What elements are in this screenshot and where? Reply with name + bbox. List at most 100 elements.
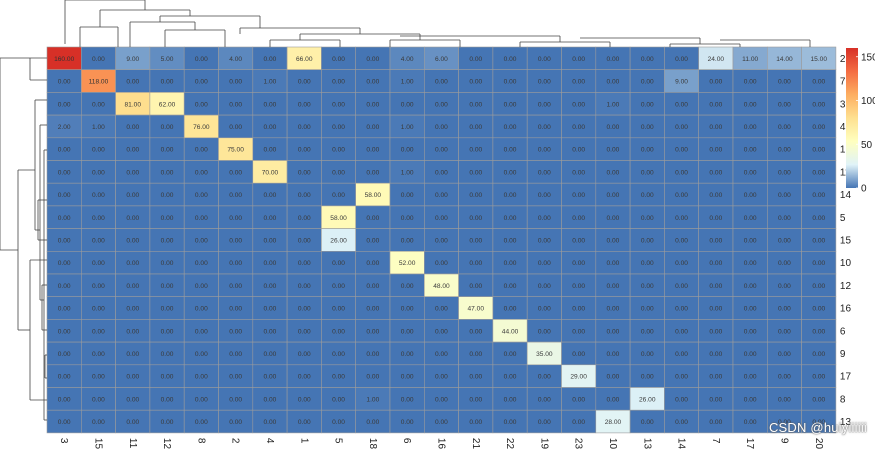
cell-value-label: 1.00 xyxy=(366,396,379,403)
cell-value-label: 0.00 xyxy=(195,396,208,403)
cell-value-label: 0.00 xyxy=(744,374,757,381)
cell-value-label: 1.00 xyxy=(401,124,414,131)
cell-value-label: 0.00 xyxy=(161,169,174,176)
cell-value-label: 0.00 xyxy=(161,79,174,86)
cell-value-label: 0.00 xyxy=(572,101,585,108)
row-label: 11 xyxy=(840,167,851,178)
cell-value-label: 0.00 xyxy=(538,374,551,381)
cell-value-label: 0.00 xyxy=(607,328,620,335)
cell-value-label: 0.00 xyxy=(126,237,139,244)
cell-value-label: 0.00 xyxy=(538,79,551,86)
cell-value-label: 0.00 xyxy=(58,396,71,403)
cell-value-label: 0.00 xyxy=(92,101,105,108)
cell-value-label: 0.00 xyxy=(58,419,71,426)
cell-value-label: 0.00 xyxy=(435,328,448,335)
cell-value-label: 0.00 xyxy=(92,169,105,176)
cell-value-label: 0.00 xyxy=(92,192,105,199)
cell-value-label: 0.00 xyxy=(504,124,517,131)
cell-value-label: 0.00 xyxy=(58,283,71,290)
cell-value-label: 0.00 xyxy=(675,237,688,244)
cell-value-label: 0.00 xyxy=(607,283,620,290)
cell-value-label: 0.00 xyxy=(675,215,688,222)
cell-value-label: 0.00 xyxy=(195,101,208,108)
cell-value-label: 0.00 xyxy=(332,101,345,108)
cell-value-label: 0.00 xyxy=(298,328,311,335)
cell-value-label: 0.00 xyxy=(538,237,551,244)
cell-value-label: 0.00 xyxy=(195,147,208,154)
cell-value-label: 0.00 xyxy=(92,306,105,313)
cell-value-label: 0.00 xyxy=(675,306,688,313)
cell-value-label: 0.00 xyxy=(709,396,722,403)
column-label: 21 xyxy=(470,438,481,449)
cell-value-label: 0.00 xyxy=(161,306,174,313)
cell-value-label: 0.00 xyxy=(366,306,379,313)
cell-value-label: 0.00 xyxy=(126,396,139,403)
cell-value-label: 0.00 xyxy=(401,283,414,290)
cell-value-label: 0.00 xyxy=(675,419,688,426)
cell-value-label: 0.00 xyxy=(812,419,825,426)
cell-value-label: 0.00 xyxy=(572,79,585,86)
cell-value-label: 0.00 xyxy=(298,237,311,244)
cell-value-label: 0.00 xyxy=(778,169,791,176)
cell-value-label: 0.00 xyxy=(675,147,688,154)
cell-value-label: 0.00 xyxy=(161,260,174,267)
cell-value-label: 0.00 xyxy=(366,169,379,176)
row-label: 4 xyxy=(840,122,846,133)
cell-value-label: 0.00 xyxy=(504,396,517,403)
cell-value-label: 0.00 xyxy=(538,260,551,267)
cell-value-label: 0.00 xyxy=(744,328,757,335)
cell-value-label: 0.00 xyxy=(401,374,414,381)
cell-value-label: 0.00 xyxy=(607,147,620,154)
cell-value-label: 0.00 xyxy=(58,237,71,244)
cell-value-label: 0.00 xyxy=(641,237,654,244)
cell-value-label: 0.00 xyxy=(229,169,242,176)
row-label: 10 xyxy=(840,258,852,269)
cell-value-label: 0.00 xyxy=(126,260,139,267)
cell-value-label: 0.00 xyxy=(504,419,517,426)
cell-value-label: 0.00 xyxy=(264,283,277,290)
cell-value-label: 1.00 xyxy=(401,79,414,86)
cell-value-label: 0.00 xyxy=(675,260,688,267)
cell-value-label: 0.00 xyxy=(126,79,139,86)
cell-value-label: 0.00 xyxy=(572,351,585,358)
cell-value-label: 0.00 xyxy=(332,351,345,358)
column-label: 13 xyxy=(641,438,652,449)
cell-value-label: 0.00 xyxy=(504,192,517,199)
row-label: 7 xyxy=(840,77,846,88)
cell-value-label: 0.00 xyxy=(572,260,585,267)
cell-value-label: 0.00 xyxy=(538,169,551,176)
cell-value-label: 0.00 xyxy=(401,306,414,313)
cell-value-label: 0.00 xyxy=(778,237,791,244)
cell-value-label: 0.00 xyxy=(229,124,242,131)
cell-value-label: 0.00 xyxy=(709,79,722,86)
cell-value-label: 0.00 xyxy=(744,215,757,222)
row-label: 3 xyxy=(840,99,846,110)
cell-value-label: 0.00 xyxy=(264,237,277,244)
cell-value-label: 0.00 xyxy=(675,56,688,63)
cell-value-label: 0.00 xyxy=(538,328,551,335)
cell-value-label: 0.00 xyxy=(435,192,448,199)
cell-value-label: 0.00 xyxy=(92,237,105,244)
cell-value-label: 0.00 xyxy=(401,396,414,403)
cell-value-label: 0.00 xyxy=(572,56,585,63)
cell-value-label: 6.00 xyxy=(435,56,448,63)
cell-value-label: 1.00 xyxy=(264,79,277,86)
cell-value-label: 0.00 xyxy=(709,283,722,290)
cell-value-label: 0.00 xyxy=(298,306,311,313)
column-label: 3 xyxy=(58,438,69,444)
cell-value-label: 0.00 xyxy=(744,396,757,403)
cell-value-label: 0.00 xyxy=(744,283,757,290)
cell-value-label: 0.00 xyxy=(332,328,345,335)
cell-value-label: 0.00 xyxy=(812,283,825,290)
cell-value-label: 0.00 xyxy=(366,351,379,358)
cell-value-label: 0.00 xyxy=(538,419,551,426)
cell-value-label: 0.00 xyxy=(229,192,242,199)
row-label: 9 xyxy=(840,349,846,360)
cell-value-label: 0.00 xyxy=(435,260,448,267)
cell-value-label: 76.00 xyxy=(193,124,210,131)
cell-value-label: 0.00 xyxy=(229,396,242,403)
cell-value-label: 0.00 xyxy=(195,328,208,335)
cell-value-label: 0.00 xyxy=(92,419,105,426)
cell-value-label: 0.00 xyxy=(469,351,482,358)
